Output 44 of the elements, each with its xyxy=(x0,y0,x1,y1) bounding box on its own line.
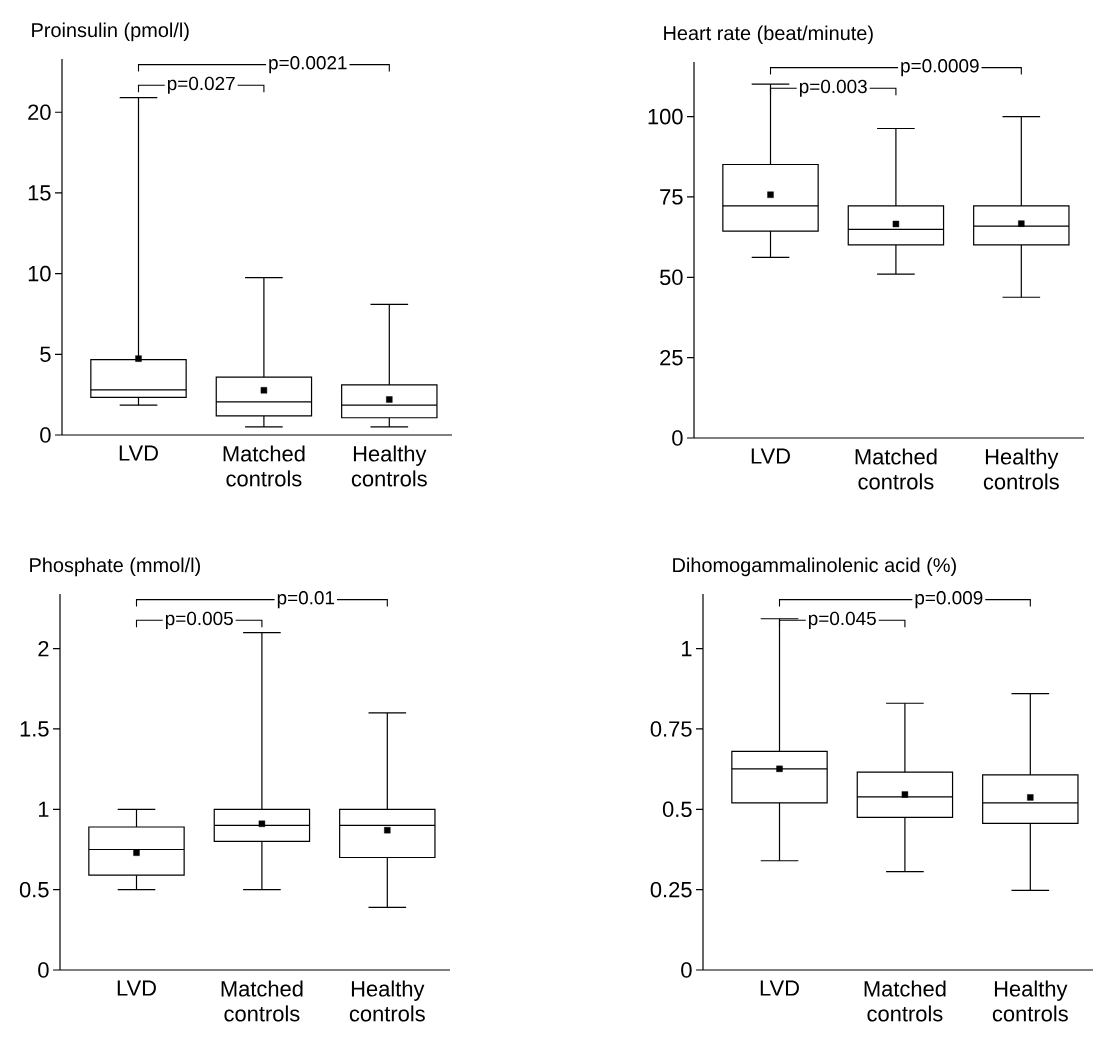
x-tick-label: LVD xyxy=(760,980,799,996)
annotation: p=0.005 xyxy=(165,611,233,629)
annotation: p=0.0009 xyxy=(901,59,979,77)
y-tick-label: 100 xyxy=(648,108,683,125)
x-tick-label: Healthy controls xyxy=(351,445,427,487)
annotation: p=0.0021 xyxy=(269,56,347,74)
y-tick-label: 0 xyxy=(672,430,683,446)
chart-title: Dihomogammalinolenic acid (%) xyxy=(673,557,956,577)
x-tick-label: Matched controls xyxy=(855,448,937,490)
y-tick-label: 50 xyxy=(660,269,683,286)
x-tick-label: Matched controls xyxy=(221,980,303,1022)
x-tick-label: LVD xyxy=(117,980,156,996)
y-tick-label: 15 xyxy=(28,185,51,201)
y-tick-label: 0.5 xyxy=(19,881,49,898)
x-tick-label: LVD xyxy=(119,445,158,461)
y-tick-label: 0.25 xyxy=(650,881,692,898)
x-tick-label: LVD xyxy=(751,448,790,464)
y-tick-label: 25 xyxy=(660,349,683,366)
y-tick-label: 0.5 xyxy=(662,801,692,818)
annotation: p=0.01 xyxy=(277,591,335,609)
x-tick-label: Healthy controls xyxy=(992,980,1068,1022)
chart-title: Heart rate (beat/minute) xyxy=(664,25,873,45)
y-tick-label: 0.75 xyxy=(650,721,692,737)
y-tick-label: 0 xyxy=(681,962,692,978)
x-tick-label: Healthy controls xyxy=(983,448,1059,490)
y-tick-label: 1 xyxy=(682,641,692,657)
chart-title: Proinsulin (pmol/l) xyxy=(32,22,189,42)
annotation: p=0.045 xyxy=(808,611,876,629)
chart-title: Phosphate (mmol/l) xyxy=(30,557,200,577)
y-tick-label: 1 xyxy=(38,801,49,817)
annotation: p=0.009 xyxy=(915,591,983,609)
y-tick-label: 5 xyxy=(40,346,51,362)
y-tick-label: 20 xyxy=(28,104,51,121)
annotation: p=0.003 xyxy=(799,79,867,97)
y-tick-label: 1.5 xyxy=(20,721,49,737)
y-tick-label: 2 xyxy=(38,640,49,657)
x-tick-label: Matched controls xyxy=(223,445,305,487)
y-tick-label: 0 xyxy=(38,962,49,978)
y-tick-label: 75 xyxy=(660,189,683,205)
y-tick-label: 0 xyxy=(40,427,51,443)
y-tick-label: 10 xyxy=(28,265,51,282)
x-tick-label: Matched controls xyxy=(864,980,946,1022)
x-tick-label: Healthy controls xyxy=(349,980,425,1022)
annotation: p=0.027 xyxy=(167,76,235,94)
